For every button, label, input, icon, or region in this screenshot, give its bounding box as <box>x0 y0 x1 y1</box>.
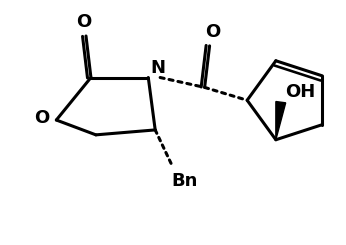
Text: O: O <box>205 23 220 41</box>
Text: O: O <box>76 13 92 31</box>
Text: O: O <box>34 109 49 127</box>
Text: OH: OH <box>285 83 316 101</box>
Text: N: N <box>151 59 166 77</box>
Polygon shape <box>276 101 286 140</box>
Text: Bn: Bn <box>172 172 198 190</box>
